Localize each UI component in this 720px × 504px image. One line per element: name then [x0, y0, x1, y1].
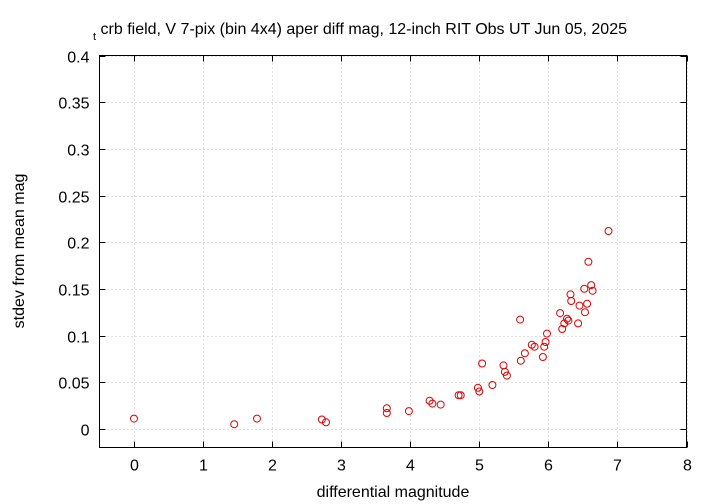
data-point	[230, 420, 239, 429]
y-tick-label: 0.25	[58, 190, 89, 207]
x-tick-label: 3	[337, 458, 346, 475]
data-point	[475, 387, 484, 396]
data-point	[473, 383, 482, 392]
data-point	[478, 359, 487, 368]
data-point	[604, 227, 613, 235]
data-point	[564, 316, 573, 325]
data-point	[543, 329, 551, 338]
x-tick-label: 7	[613, 458, 622, 475]
data-point	[130, 414, 138, 423]
data-point	[574, 319, 583, 328]
y-tick-label: 0	[81, 423, 90, 440]
x-tick-label: 4	[406, 458, 415, 475]
axis-ticks	[99, 55, 688, 448]
data-point	[541, 338, 550, 346]
data-point	[583, 299, 592, 308]
grid-lines	[99, 55, 688, 448]
data-point	[584, 257, 593, 266]
y-tick-label: 0.15	[58, 283, 89, 300]
data-point	[516, 315, 525, 324]
y-tick-label: 0.2	[67, 236, 89, 253]
data-point	[502, 371, 511, 380]
data-point	[558, 325, 567, 333]
x-tick-label: 2	[268, 458, 277, 475]
data-point	[563, 314, 571, 323]
data-point	[520, 349, 529, 358]
data-point	[253, 414, 261, 423]
y-tick-label: 0.4	[67, 50, 89, 67]
data-point	[425, 396, 434, 405]
data-point	[587, 281, 596, 290]
data-point	[575, 301, 584, 310]
y-tick-label: 0.1	[67, 330, 89, 347]
x-tick-label: 6	[544, 458, 553, 475]
data-point	[530, 342, 539, 351]
chart-title-main: crb field, V 7-pix (bin 4x4) aper diff m…	[101, 21, 628, 38]
data-point	[540, 342, 549, 351]
data-point	[560, 319, 569, 328]
data-point	[382, 404, 391, 413]
x-tick-label: 0	[130, 458, 139, 475]
data-point	[382, 409, 391, 417]
chart-title-subscript: t	[93, 31, 96, 43]
data-point	[588, 286, 597, 295]
y-axis-label: stdev from mean mag	[11, 174, 28, 329]
x-tick-label: 8	[683, 458, 692, 475]
data-point	[322, 418, 330, 427]
data-point	[488, 381, 497, 389]
data-point	[404, 407, 413, 416]
data-point	[317, 415, 326, 424]
data-point	[566, 290, 575, 299]
data-point	[538, 353, 547, 361]
x-axis-label: differential magnitude	[317, 484, 470, 501]
y-tick-label: 0.3	[67, 143, 89, 160]
chart-title: t crb field, V 7-pix (bin 4x4) aper diff…	[93, 21, 627, 44]
data-point	[499, 361, 508, 370]
data-point	[516, 356, 525, 365]
data-point	[581, 308, 589, 317]
data-points	[130, 227, 613, 429]
data-point	[567, 297, 576, 305]
data-point	[454, 391, 463, 400]
x-tick-labels: 0 1 2 3 4 5 6 7 8	[130, 458, 692, 475]
data-point	[436, 400, 445, 409]
data-point	[428, 399, 437, 408]
data-point	[456, 391, 465, 400]
plot-frame	[99, 55, 687, 448]
x-tick-label: 1	[199, 458, 208, 475]
y-tick-labels: 0 0.05 0.1 0.15 0.2 0.25 0.3 0.35 0.4	[58, 50, 89, 440]
y-tick-label: 0.35	[58, 96, 89, 113]
data-point	[556, 309, 565, 318]
y-tick-label: 0.05	[58, 376, 89, 393]
x-tick-label: 5	[475, 458, 484, 475]
data-point	[580, 284, 589, 293]
